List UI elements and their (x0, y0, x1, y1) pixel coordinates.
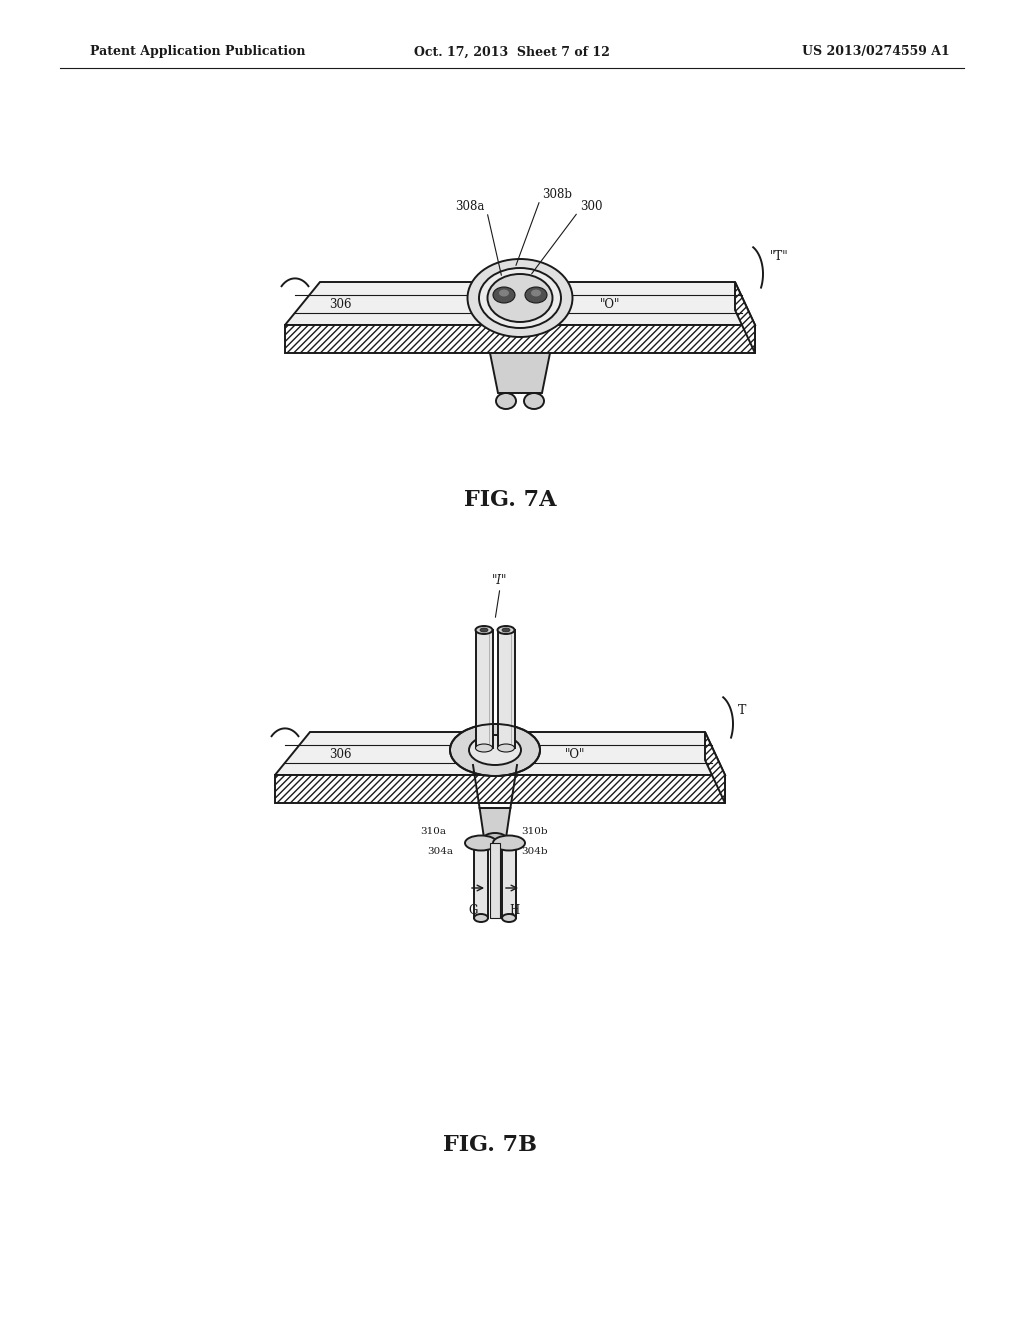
Text: FIG. 7A: FIG. 7A (464, 488, 556, 511)
Bar (474, 847, 488, 917)
Ellipse shape (498, 744, 514, 752)
Text: Oct. 17, 2013  Sheet 7 of 12: Oct. 17, 2013 Sheet 7 of 12 (414, 45, 610, 58)
Text: "I": "I" (493, 573, 508, 586)
Text: "O": "O" (565, 748, 586, 762)
Text: Patent Application Publication: Patent Application Publication (90, 45, 305, 58)
Text: "T": "T" (770, 251, 788, 264)
Bar (498, 630, 514, 748)
Polygon shape (275, 775, 725, 803)
Ellipse shape (499, 289, 509, 297)
Ellipse shape (498, 626, 514, 634)
Ellipse shape (465, 836, 497, 850)
Bar (475, 630, 493, 748)
Ellipse shape (487, 275, 553, 322)
Ellipse shape (496, 393, 516, 409)
Polygon shape (285, 325, 755, 352)
Ellipse shape (493, 836, 525, 850)
Ellipse shape (469, 735, 521, 766)
Ellipse shape (525, 286, 547, 304)
Text: 308b: 308b (542, 189, 572, 202)
Ellipse shape (450, 723, 540, 776)
Text: T: T (738, 704, 746, 717)
Text: 308a: 308a (455, 201, 484, 214)
Text: 304b: 304b (521, 846, 548, 855)
Ellipse shape (502, 628, 510, 632)
Polygon shape (705, 733, 725, 803)
Polygon shape (735, 282, 755, 352)
Text: H: H (509, 903, 519, 916)
Ellipse shape (524, 393, 544, 409)
Text: US 2013/0274559 A1: US 2013/0274559 A1 (802, 45, 950, 58)
Text: G: G (468, 903, 477, 916)
Text: 310b: 310b (521, 826, 548, 836)
Text: 306: 306 (329, 298, 351, 312)
Text: FIG. 7B: FIG. 7B (443, 1134, 537, 1156)
Ellipse shape (484, 833, 506, 843)
Ellipse shape (493, 286, 515, 304)
Ellipse shape (468, 259, 572, 337)
Text: 300: 300 (580, 201, 602, 214)
Text: 304a: 304a (427, 846, 453, 855)
Ellipse shape (475, 744, 493, 752)
Ellipse shape (531, 289, 541, 297)
Ellipse shape (480, 628, 488, 632)
Bar (490, 843, 500, 917)
Bar (502, 847, 516, 917)
Polygon shape (490, 352, 550, 393)
Ellipse shape (479, 268, 561, 327)
Polygon shape (275, 733, 725, 775)
Text: 310a: 310a (420, 826, 446, 836)
Polygon shape (285, 282, 755, 325)
Text: "O": "O" (600, 298, 621, 312)
Ellipse shape (475, 626, 493, 634)
Text: 306: 306 (329, 748, 351, 762)
Ellipse shape (502, 913, 516, 921)
Ellipse shape (474, 913, 488, 921)
Polygon shape (479, 808, 510, 838)
